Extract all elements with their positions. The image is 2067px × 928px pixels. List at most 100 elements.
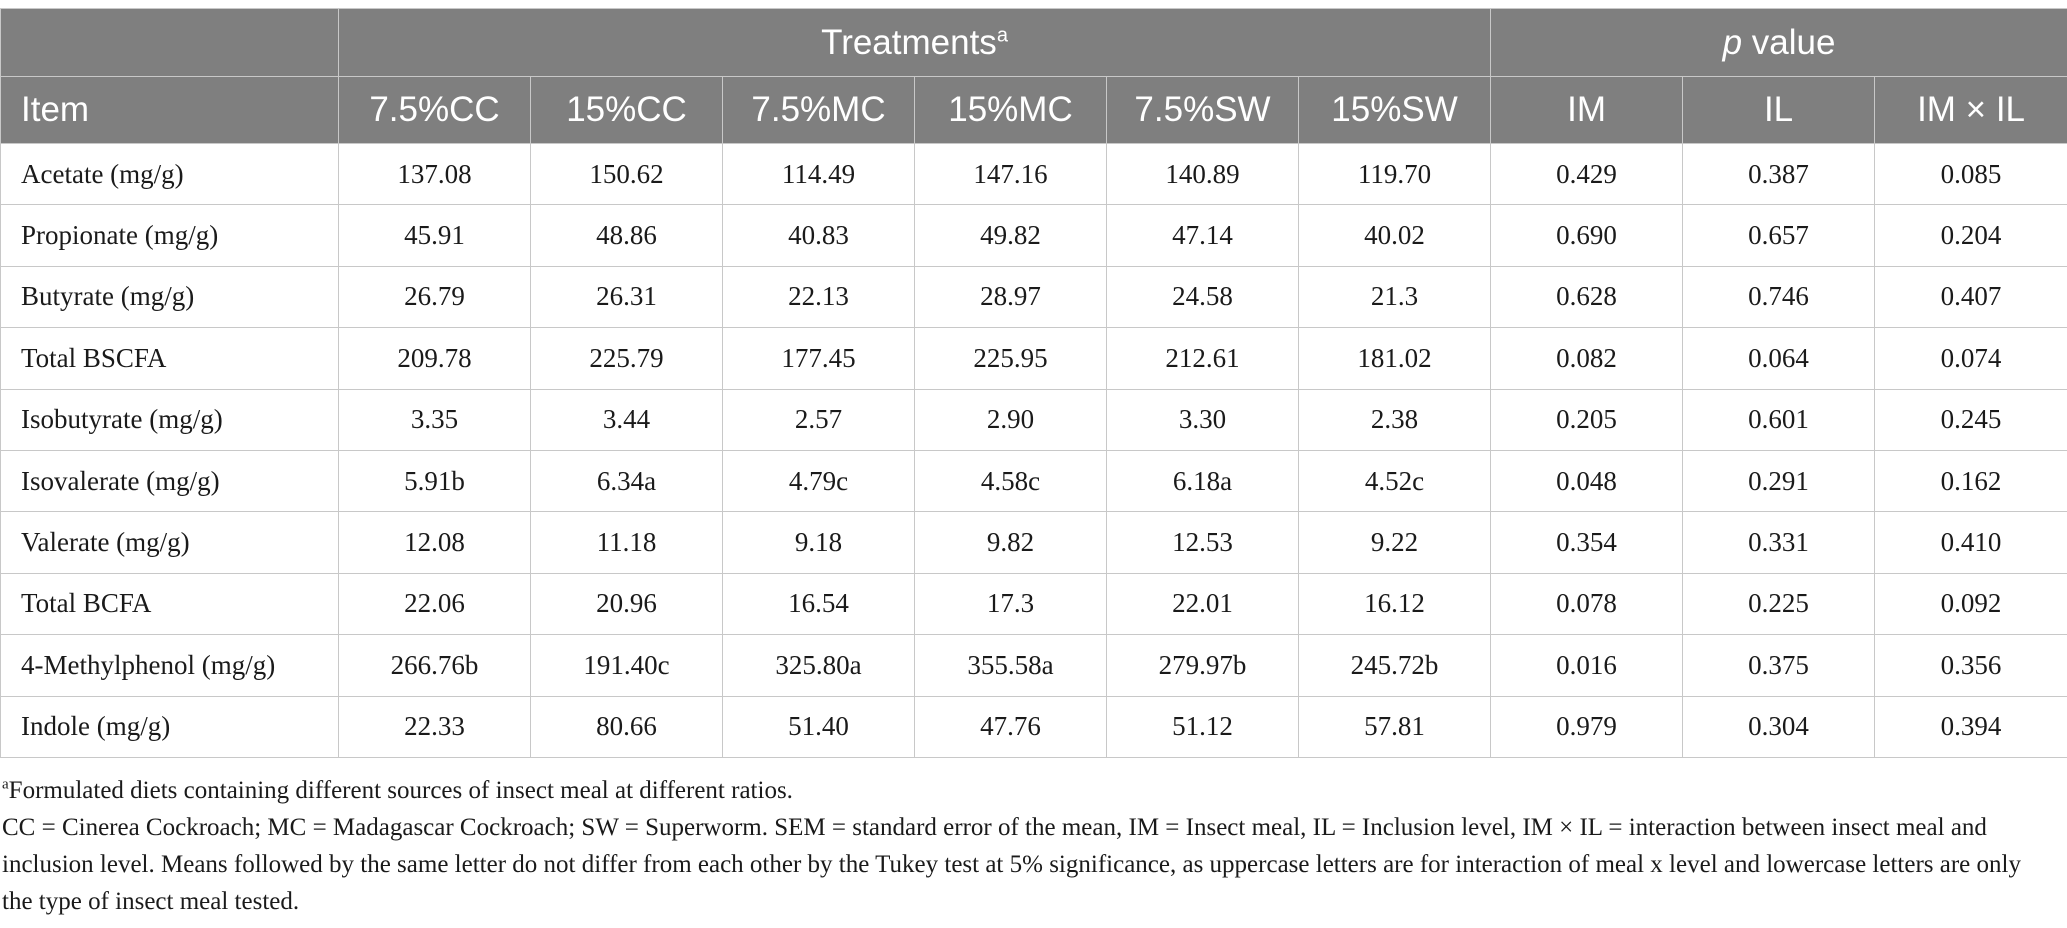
table-cell: 40.83 [722, 204, 915, 267]
column-header: 7.5%CC [338, 76, 531, 144]
table-cell: 245.72b [1297, 634, 1492, 697]
table-cell: 0.204 [1874, 204, 2067, 267]
column-header: 15%MC [914, 76, 1107, 144]
table-cell: 0.078 [1490, 572, 1684, 636]
column-header: 15%CC [530, 76, 723, 144]
table-cell: 4.79c [722, 449, 915, 513]
table-cell: 0.657 [1682, 204, 1876, 267]
column-header: IM × IL [1874, 76, 2067, 144]
table-cell: 0.205 [1490, 388, 1684, 451]
treatments-header: Treatmentsa [337, 8, 1492, 77]
table-cell: 140.89 [1106, 142, 1299, 206]
table-cell: 0.387 [1682, 142, 1876, 206]
table-cell: 22.13 [722, 265, 915, 329]
table-cell: 177.45 [722, 327, 915, 390]
table-cell: 225.79 [530, 327, 723, 390]
table-cell: 16.54 [722, 572, 915, 636]
table-cell: 0.225 [1682, 572, 1876, 636]
table-cell: 22.01 [1106, 572, 1299, 636]
table-cell: 11.18 [530, 511, 723, 574]
header-group-row: Treatmentsa p value [0, 8, 2067, 77]
table-cell: 0.048 [1490, 449, 1684, 513]
table-row: Acetate (mg/g) 137.08 150.62 114.49 147.16 14… [0, 142, 2067, 206]
row-label: Valerate (mg/g) [0, 511, 339, 574]
table-cell: 0.394 [1874, 695, 2067, 758]
column-header-row: Item 7.5%CC 15%CC 7.5%MC 15%MC 7.5%SW 15%SW IM I… [0, 76, 2067, 144]
table-cell: 51.12 [1106, 695, 1299, 758]
table-row: Isovalerate (mg/g) 5.91b 6.34a 4.79c 4.58c 6.… [0, 449, 2067, 513]
table-cell: 45.91 [338, 204, 531, 267]
table-row: Butyrate (mg/g) 26.79 26.31 22.13 28.97 24.58… [0, 265, 2067, 329]
row-label: Acetate (mg/g) [0, 142, 339, 206]
table-cell: 6.34a [530, 449, 723, 513]
table-row: Total BSCFA 209.78 225.79 177.45 225.95 212.6… [0, 327, 2067, 390]
column-header: 15%SW [1297, 76, 1492, 144]
table-cell: 9.22 [1297, 511, 1492, 574]
row-label: Total BSCFA [0, 327, 339, 390]
table-body: Acetate (mg/g) 137.08 150.62 114.49 147.16 14… [0, 142, 2067, 758]
table-cell: 26.79 [338, 265, 531, 329]
table-cell: 5.91b [338, 449, 531, 513]
table-cell: 0.291 [1682, 449, 1876, 513]
footnote-abbreviations: CC = Cinerea Cockroach; MC = Madagascar … [2, 814, 2021, 915]
table-cell: 20.96 [530, 572, 723, 636]
table-cell: 209.78 [338, 327, 531, 390]
table-cell: 3.35 [338, 388, 531, 451]
footnote-a: aFormulated diets containing different s… [2, 776, 793, 804]
table-cell: 212.61 [1106, 327, 1299, 390]
table-cell: 57.81 [1297, 695, 1492, 758]
table-cell: 191.40c [530, 634, 723, 697]
table-row: Valerate (mg/g) 12.08 11.18 9.18 9.82 12.53 9.… [0, 511, 2067, 574]
table-cell: 4.58c [914, 449, 1107, 513]
table-cell: 279.97b [1106, 634, 1299, 697]
treatments-footnote-marker: a [996, 23, 1008, 46]
footnotes: aFormulated diets containing different s… [2, 772, 2052, 920]
table-cell: 9.82 [914, 511, 1107, 574]
table-cell: 0.245 [1874, 388, 2067, 451]
table-cell: 0.690 [1490, 204, 1684, 267]
p-value-header: p value [1490, 8, 2067, 77]
table-cell: 80.66 [530, 695, 723, 758]
table-cell: 0.746 [1682, 265, 1876, 329]
table-cell: 22.06 [338, 572, 531, 636]
table-row: Total BCFA 22.06 20.96 16.54 17.3 22.01 16.12 0… [0, 572, 2067, 636]
row-label: Indole (mg/g) [0, 695, 339, 758]
table-cell: 0.064 [1682, 327, 1876, 390]
table-cell: 2.90 [914, 388, 1107, 451]
table-row: Isobutyrate (mg/g) 3.35 3.44 2.57 2.90 3.30 2.… [0, 388, 2067, 451]
table-row: Propionate (mg/g) 45.91 48.86 40.83 49.82 47.… [0, 204, 2067, 267]
table-cell: 0.082 [1490, 327, 1684, 390]
table-cell: 181.02 [1297, 327, 1492, 390]
table-cell: 3.30 [1106, 388, 1299, 451]
table-cell: 21.3 [1297, 265, 1492, 329]
table-cell: 12.08 [338, 511, 531, 574]
table-cell: 3.44 [530, 388, 723, 451]
column-header: 7.5%MC [722, 76, 915, 144]
table-row: Indole (mg/g) 22.33 80.66 51.40 47.76 51.12 57… [0, 695, 2067, 758]
table-cell: 137.08 [338, 142, 531, 206]
table-cell: 47.76 [914, 695, 1107, 758]
table-cell: 0.085 [1874, 142, 2067, 206]
table-cell: 2.38 [1297, 388, 1492, 451]
table-cell: 0.304 [1682, 695, 1876, 758]
table-row: 4-Methylphenol (mg/g) 266.76b 191.40c 325.8… [0, 634, 2067, 697]
column-header: IM [1490, 76, 1684, 144]
table-container: Treatmentsa p value Item 7.5%CC 15%CC 7.5%M… [0, 8, 2067, 758]
table-cell: 0.016 [1490, 634, 1684, 697]
table-cell: 26.31 [530, 265, 723, 329]
table-cell: 48.86 [530, 204, 723, 267]
table-cell: 150.62 [530, 142, 723, 206]
table-cell: 0.354 [1490, 511, 1684, 574]
table-cell: 355.58a [914, 634, 1107, 697]
table-cell: 22.33 [338, 695, 531, 758]
column-header: Item [0, 76, 339, 144]
table-cell: 16.12 [1297, 572, 1492, 636]
table-cell: 28.97 [914, 265, 1107, 329]
table-cell: 47.14 [1106, 204, 1299, 267]
table-cell: 0.356 [1874, 634, 2067, 697]
table-cell: 0.429 [1490, 142, 1684, 206]
table-header: Treatmentsa p value Item 7.5%CC 15%CC 7.5%M… [0, 8, 2067, 144]
table-cell: 0.410 [1874, 511, 2067, 574]
row-label: Isovalerate (mg/g) [0, 449, 339, 513]
table-cell: 225.95 [914, 327, 1107, 390]
